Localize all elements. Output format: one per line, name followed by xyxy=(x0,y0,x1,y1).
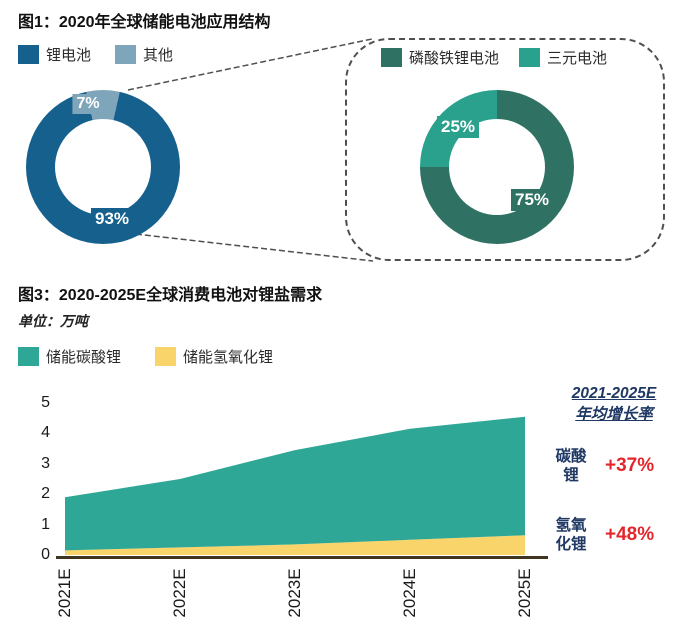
y-tick-label: 4 xyxy=(41,424,50,442)
lfp-label: 磷酸铁锂电池 xyxy=(409,47,499,68)
fig3-legend: 储能碳酸锂 储能氢氧化锂 xyxy=(18,346,273,367)
x-axis-line xyxy=(56,556,548,559)
ternary-label: 三元电池 xyxy=(547,47,607,68)
fig1-donut-hole xyxy=(55,119,151,215)
cagr-heading-line2: 年均增长率 xyxy=(545,404,683,425)
y-tick-label: 1 xyxy=(41,516,50,534)
fig3-unit-label: 单位：万吨 xyxy=(18,311,88,331)
lfp-swatch xyxy=(381,48,402,67)
callout-line-top xyxy=(128,39,372,90)
cagr-row-carbonate: 碳酸 锂 +37% xyxy=(545,447,683,485)
cagr-panel: 2021-2025E 年均增长率 碳酸 锂 +37% 氢氧 化锂 +48% xyxy=(545,383,683,554)
x-tick-label: 2025E xyxy=(515,568,535,617)
x-tick-label: 2021E xyxy=(55,568,75,617)
legend-item-lfp: 磷酸铁锂电池 xyxy=(381,47,499,68)
legend-item-carbonate: 储能碳酸锂 xyxy=(18,346,121,367)
lfp-slice-label: 75% xyxy=(511,189,553,211)
x-tick-label: 2024E xyxy=(400,568,420,617)
x-axis-tick-labels: 2021E2022E2023E2024E2025E xyxy=(65,562,525,626)
x-tick-label: 2023E xyxy=(285,568,305,617)
legend-item-ternary: 三元电池 xyxy=(519,47,607,68)
fig1-other-slice-label: 7% xyxy=(72,94,103,114)
area-series-carbonate xyxy=(65,417,525,551)
y-axis-tick-labels: 012345 xyxy=(26,403,50,555)
ternary-swatch xyxy=(519,48,540,67)
carbonate-cagr-label: 碳酸 锂 xyxy=(545,447,597,485)
cagr-heading-line1: 2021-2025E xyxy=(545,383,683,404)
y-tick-label: 3 xyxy=(41,455,50,473)
callout-line-bottom xyxy=(118,232,373,261)
report-figures-page: 图1：2020年全球储能电池应用结构 锂电池 其他 7% 93% 磷酸铁锂电池 … xyxy=(0,0,683,627)
y-tick-label: 0 xyxy=(41,546,50,564)
carbonate-swatch xyxy=(18,347,39,366)
legend-item-hydroxide: 储能氢氧化锂 xyxy=(155,346,273,367)
fig1-lithium-slice-label: 93% xyxy=(91,208,133,230)
callout-donut-ring xyxy=(420,90,574,244)
callout-legend: 磷酸铁锂电池 三元电池 xyxy=(381,47,607,68)
y-tick-label: 5 xyxy=(41,394,50,412)
fig3-title: 图3：2020-2025E全球消费电池对锂盐需求 xyxy=(18,281,322,305)
stacked-area-plot xyxy=(65,403,525,555)
carbonate-cagr-value: +37% xyxy=(605,455,654,477)
hydroxide-cagr-label: 氢氧 化锂 xyxy=(545,516,597,554)
hydroxide-legend-label: 储能氢氧化锂 xyxy=(183,346,273,367)
y-tick-label: 2 xyxy=(41,485,50,503)
x-tick-label: 2022E xyxy=(170,568,190,617)
hydroxide-cagr-value: +48% xyxy=(605,524,654,546)
cagr-row-hydroxide: 氢氧 化锂 +48% xyxy=(545,516,683,554)
hydroxide-swatch xyxy=(155,347,176,366)
ternary-slice-label: 25% xyxy=(437,116,479,138)
carbonate-legend-label: 储能碳酸锂 xyxy=(46,346,121,367)
